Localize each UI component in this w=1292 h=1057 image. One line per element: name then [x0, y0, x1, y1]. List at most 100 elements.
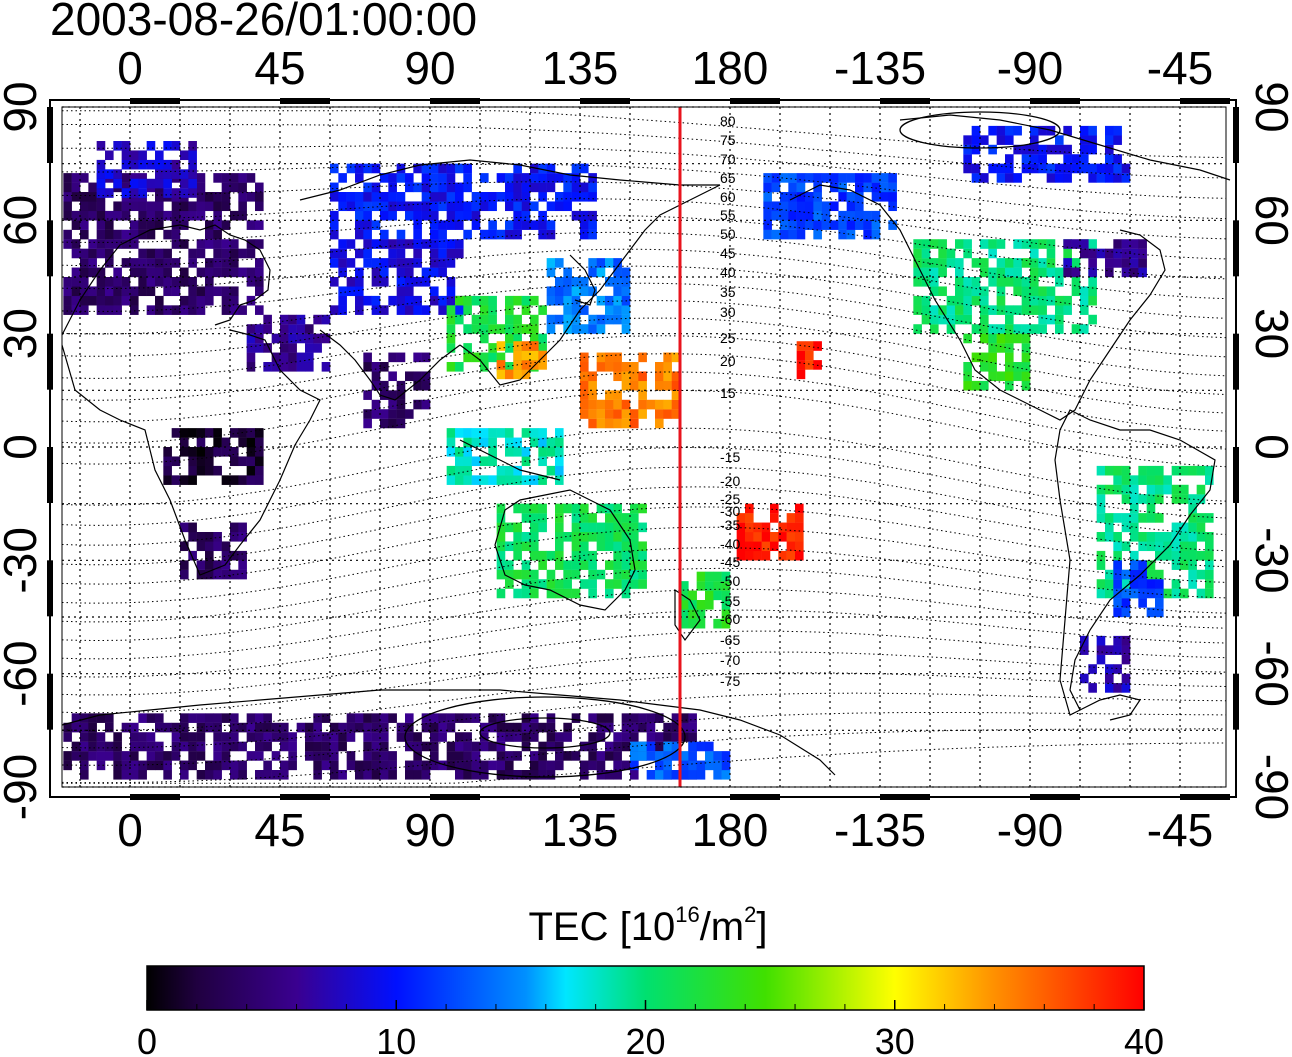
tec-cell — [496, 229, 506, 240]
tec-cell — [1013, 371, 1022, 382]
tec-cell — [596, 532, 606, 542]
tec-cell — [1205, 465, 1214, 476]
tec-cell — [638, 399, 647, 410]
y-tick-label-right: 60 — [1246, 195, 1292, 246]
tec-cell — [446, 182, 456, 193]
tec-cell — [1096, 503, 1106, 514]
magnetic-contour — [61, 486, 1227, 566]
tec-cell — [1013, 125, 1022, 136]
contour-label: 65 — [720, 170, 736, 186]
tec-cell — [180, 220, 189, 230]
tec-cell — [213, 760, 222, 771]
tec-cell — [1105, 154, 1114, 164]
tec-cell — [88, 239, 97, 249]
tec-cell — [580, 503, 589, 514]
tec-cell — [96, 713, 106, 723]
tec-cell — [505, 522, 514, 533]
tec-cell — [263, 741, 272, 752]
tec-cell — [705, 590, 714, 601]
tec-cell — [396, 258, 406, 268]
tec-cell — [1088, 144, 1097, 155]
tec-cell — [1038, 295, 1047, 306]
tec-cell — [630, 503, 639, 514]
tec-cell — [205, 239, 214, 249]
tec-cell — [696, 618, 706, 629]
tec-cell — [446, 163, 456, 174]
tec-cell — [63, 277, 72, 287]
tec-cell — [463, 163, 472, 174]
tec-cell — [863, 220, 872, 230]
tec-cell — [1155, 598, 1164, 608]
tec-cell — [621, 409, 631, 419]
tec-cell — [996, 295, 1006, 306]
tec-cell — [138, 760, 147, 771]
tec-cell — [180, 150, 189, 161]
tec-cell — [1096, 163, 1106, 174]
tec-cell — [96, 286, 106, 297]
tec-cell — [605, 722, 614, 733]
tec-cell — [1121, 475, 1131, 485]
magnetic-contour — [61, 466, 1227, 546]
tec-cell — [63, 751, 72, 761]
tec-cell — [871, 182, 881, 193]
tec-cell — [1121, 683, 1131, 693]
tec-cell — [621, 324, 631, 334]
tec-cell — [1021, 380, 1031, 391]
tec-cell — [813, 341, 822, 351]
tec-region — [330, 163, 597, 240]
tec-region — [246, 314, 331, 372]
tec-cell — [1121, 258, 1131, 268]
tec-cell — [363, 409, 372, 419]
tec-cell — [563, 305, 572, 315]
tec-cell — [795, 513, 804, 523]
tec-cell — [555, 541, 564, 552]
frame-tick — [580, 794, 630, 800]
tec-cell — [438, 248, 447, 259]
contour-label: -65 — [720, 632, 740, 648]
tec-cell — [255, 732, 264, 742]
tec-cell — [205, 770, 214, 780]
tec-cell — [513, 465, 522, 476]
tec-cell — [496, 732, 506, 742]
tec-cell — [770, 541, 779, 552]
y-tick-label-left: -30 — [0, 527, 46, 593]
tec-cell — [1030, 305, 1039, 315]
tec-cell — [496, 722, 506, 733]
tec-cell — [588, 324, 597, 334]
frame-tick — [47, 447, 53, 503]
tec-cell — [438, 732, 447, 742]
tec-cell — [146, 305, 156, 315]
tec-cell — [1155, 607, 1164, 618]
tec-cell — [1113, 541, 1122, 552]
tec-cell — [688, 751, 697, 761]
tec-cell — [113, 239, 122, 249]
tec-cell — [830, 173, 839, 183]
tec-cell — [596, 295, 606, 306]
tec-cell — [1155, 532, 1164, 542]
tec-cell — [396, 173, 406, 183]
tec-cell — [1055, 144, 1064, 155]
tec-cells — [63, 125, 1214, 780]
tec-cell — [238, 741, 247, 752]
tec-cell — [605, 277, 614, 287]
tec-cell — [321, 314, 331, 325]
tec-cell — [221, 239, 231, 249]
tec-cell — [855, 220, 864, 230]
tec-cell — [530, 220, 539, 230]
tec-cell — [588, 409, 597, 419]
tec-cell — [688, 590, 697, 601]
tec-cell — [646, 732, 656, 742]
tec-cell — [146, 751, 156, 761]
tec-cell — [1121, 173, 1131, 183]
tec-cell — [363, 201, 372, 212]
tec-cell — [621, 399, 631, 410]
tec-cell — [963, 144, 972, 155]
tec-cell — [605, 741, 614, 752]
tec-cell — [121, 210, 131, 221]
tec-cell — [855, 182, 864, 193]
tec-cell — [1188, 532, 1197, 542]
tec-cell — [121, 182, 131, 193]
tec-cell — [930, 239, 939, 249]
tec-cell — [213, 210, 222, 221]
tec-cell — [430, 173, 439, 183]
